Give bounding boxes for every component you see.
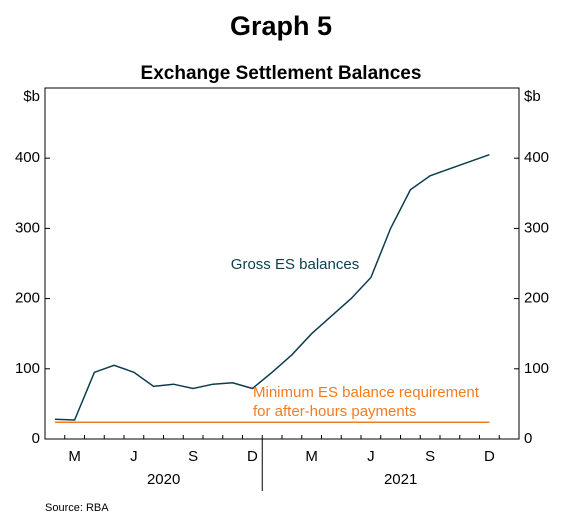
annotation: Minimum ES balance requirement [253,384,480,401]
year-label: 2021 [384,471,417,488]
y-tick-label-left: 200 [15,290,40,307]
annotation: Gross ES balances [231,256,359,273]
source: Source: RBA [45,502,109,514]
y-tick-label-right: 400 [524,149,549,166]
year-label: 2020 [147,471,180,488]
y-unit-left: $b [23,88,40,105]
y-tick-label-right: 0 [524,430,532,447]
y-unit-right: $b [524,88,541,105]
series-line [54,153,490,421]
chart-subtitle: Exchange Settlement Balances [141,63,422,84]
x-tick-label: M [305,448,318,465]
y-tick-label-left: 400 [15,149,40,166]
chart-title: Graph 5 [230,11,332,41]
annotation: for after-hours payments [253,403,416,420]
x-tick-label: J [130,448,138,465]
y-tick-label-left: 100 [15,360,40,377]
x-tick-label: M [68,448,81,465]
y-tick-label-right: 300 [524,219,549,236]
y-tick-label-right: 100 [524,360,549,377]
y-tick-label-left: 0 [32,430,40,447]
x-tick-label: S [188,448,198,465]
x-tick-label: J [367,448,375,465]
y-tick-label-left: 300 [15,219,40,236]
x-tick-label: S [425,448,435,465]
y-tick-label-right: 200 [524,290,549,307]
x-tick-label: D [247,448,258,465]
x-tick-label: D [484,448,495,465]
